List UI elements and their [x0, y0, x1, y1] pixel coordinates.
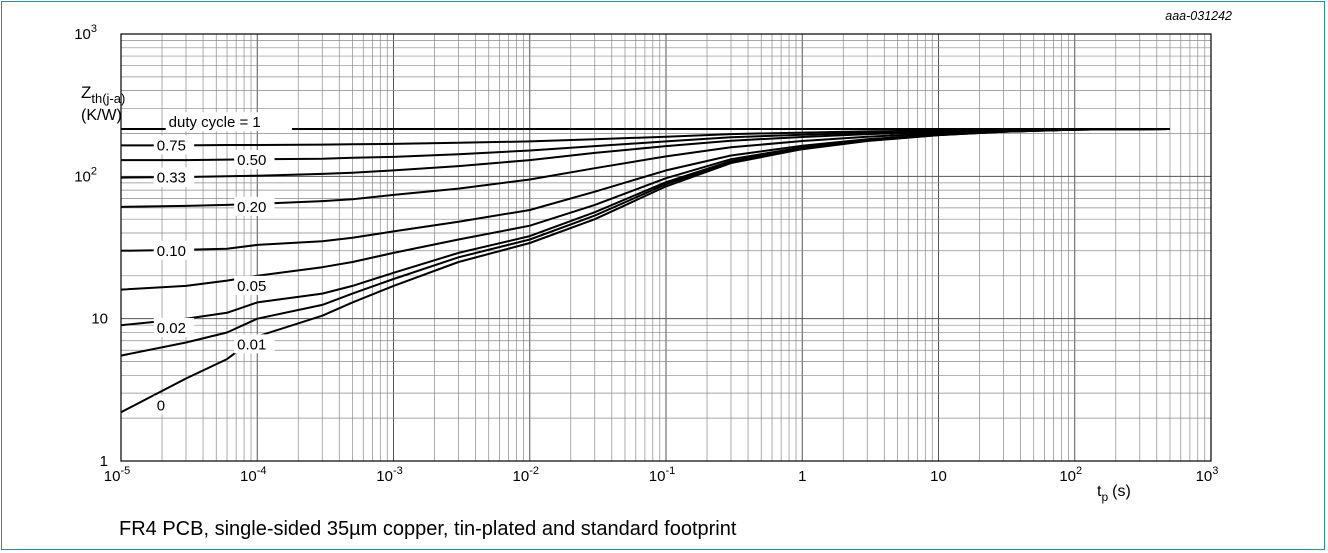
svg-text:0.02: 0.02 [157, 320, 186, 337]
series-label: 0.02 [153, 317, 195, 337]
y-tick-label: 103 [74, 23, 97, 43]
y-axis-unit: (K/W) [81, 107, 122, 124]
svg-text:0.10: 0.10 [157, 243, 186, 260]
tick-labels: 10-5 10-4 10-3 10-2 10-1 1 10 102 103 1 10 102 103 [74, 23, 1218, 485]
x-tick-label: 10-5 [104, 465, 130, 485]
x-tick-label: 10-1 [649, 465, 675, 485]
figure-code: aaa-031242 [1165, 9, 1232, 23]
series-group: duty cycle = 1 0.75 0.50 0.33 0.20 0.10 0.05 0.… [120, 112, 1171, 415]
svg-text:0.05: 0.05 [237, 278, 266, 295]
plot-border [120, 33, 1212, 462]
series-line [120, 128, 1171, 414]
svg-text:duty cycle = 1: duty cycle = 1 [169, 114, 261, 131]
x-axis-label: tp (s) [1097, 483, 1131, 504]
x-tick-label: 10-2 [513, 465, 539, 485]
series-line [120, 128, 1171, 179]
series-label: 0.33 [153, 167, 195, 187]
y-axis-label: Zth(j-a) [81, 83, 125, 106]
figure-caption: FR4 PCB, single-sided 35µm copper, tin-p… [119, 518, 737, 540]
x-tick-label: 10-3 [376, 465, 402, 485]
series-label: 0.01 [234, 334, 275, 354]
series-line [120, 128, 1171, 291]
y-tick-label: 102 [74, 165, 97, 185]
svg-text:0.75: 0.75 [157, 137, 186, 154]
svg-text:0.20: 0.20 [237, 199, 266, 216]
x-tick-label: 1 [798, 468, 806, 485]
x-tick-label: 103 [1196, 465, 1219, 485]
series-label: 0.05 [234, 275, 275, 295]
x-tick-label: 102 [1059, 465, 1082, 485]
svg-text:0.01: 0.01 [237, 336, 266, 353]
series-label: 0.20 [234, 196, 275, 216]
svg-text:0.33: 0.33 [157, 170, 186, 187]
series-label: 0 [153, 395, 169, 415]
svg-text:0: 0 [157, 398, 165, 415]
y-tick-label: 1 [100, 453, 108, 470]
series-line [120, 128, 1171, 357]
x-tick-label: 10 [930, 468, 947, 485]
axis-labels: Zth(j-a) (K/W) tp (s) [81, 83, 1131, 504]
x-tick-label: 10-4 [240, 465, 266, 485]
grid [120, 34, 1211, 462]
y-tick-label: 10 [91, 311, 108, 328]
series-label: duty cycle = 1 [165, 112, 293, 132]
series-label: 0.10 [153, 240, 195, 260]
series-label: 0.75 [153, 135, 195, 155]
svg-text:0.50: 0.50 [237, 152, 266, 169]
series-label: 0.50 [234, 150, 275, 170]
